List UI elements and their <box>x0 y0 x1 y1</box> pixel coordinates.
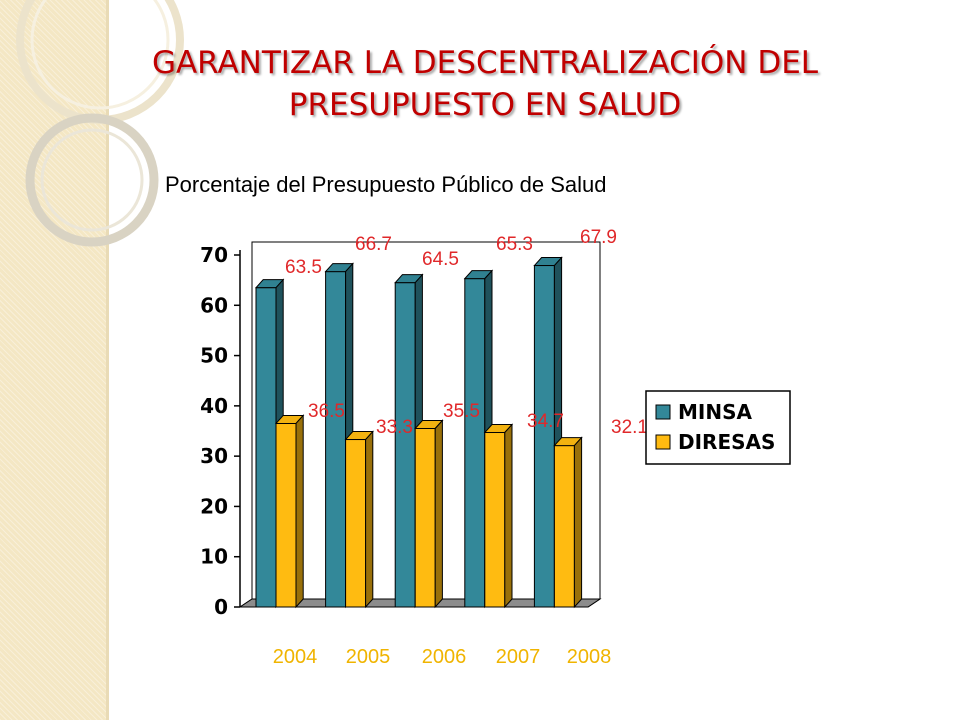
bar-diresas <box>553 445 575 608</box>
data-label-minsa: 63.5 <box>285 257 322 278</box>
data-label-diresas: 35.5 <box>443 401 480 422</box>
chart-title: Porcentaje del Presupuesto Público de Sa… <box>165 172 607 197</box>
x-category-label: 2007 <box>496 646 541 668</box>
data-label-minsa: 66.7 <box>355 234 392 255</box>
legend-label-diresas: DIRESAS <box>678 430 775 454</box>
y-tick-label: 50 <box>200 344 228 368</box>
y-tick-label: 20 <box>200 494 228 518</box>
bar-diresas <box>484 432 506 608</box>
x-category-label: 2006 <box>422 646 467 668</box>
data-label-diresas: 34.7 <box>527 411 564 432</box>
legend-label-minsa: MINSA <box>678 400 752 424</box>
y-tick-label: 30 <box>200 444 228 468</box>
bar-diresas <box>275 422 297 608</box>
slide-title-line-2: PRESUPUESTO EN SALUD <box>288 87 682 123</box>
data-label-minsa: 65.3 <box>496 234 533 255</box>
bar-minsa <box>394 282 416 608</box>
bar-side-diresas <box>504 423 513 609</box>
slide-title-line-1: GARANTIZAR LA DESCENTRALIZACIÓN DEL <box>151 45 819 81</box>
bar-diresas <box>414 427 436 608</box>
y-tick-label: 10 <box>200 545 228 569</box>
x-category-label: 2004 <box>273 646 318 668</box>
x-category-label: 2005 <box>346 646 391 668</box>
bar-minsa <box>325 271 347 608</box>
legend-swatch-diresas <box>655 434 671 450</box>
bar-diresas <box>345 439 367 608</box>
y-tick-label: 60 <box>200 293 228 317</box>
x-category-label: 2008 <box>567 646 612 668</box>
bar-minsa <box>255 287 277 608</box>
y-tick-label: 40 <box>200 394 228 418</box>
bar-minsa <box>464 278 486 608</box>
decorative-circles <box>16 0 184 247</box>
data-label-minsa: 67.9 <box>580 227 617 248</box>
bar-minsa <box>533 265 555 608</box>
data-label-diresas: 36.5 <box>308 401 345 422</box>
data-label-diresas: 33.3 <box>376 417 413 438</box>
bar-side-diresas <box>295 414 304 609</box>
legend-swatch-minsa <box>655 404 671 420</box>
bar-side-diresas <box>365 430 374 609</box>
slide-title: GARANTIZAR LA DESCENTRALIZACIÓN DEL PRES… <box>100 42 870 126</box>
data-label-diresas: 32.1 <box>611 417 648 438</box>
data-label-minsa: 64.5 <box>422 249 459 270</box>
bar-side-diresas <box>434 419 443 609</box>
y-tick-label: 0 <box>214 595 228 619</box>
y-tick-label: 70 <box>200 243 228 267</box>
bar-side-diresas <box>573 436 583 609</box>
legend-box <box>645 390 791 465</box>
